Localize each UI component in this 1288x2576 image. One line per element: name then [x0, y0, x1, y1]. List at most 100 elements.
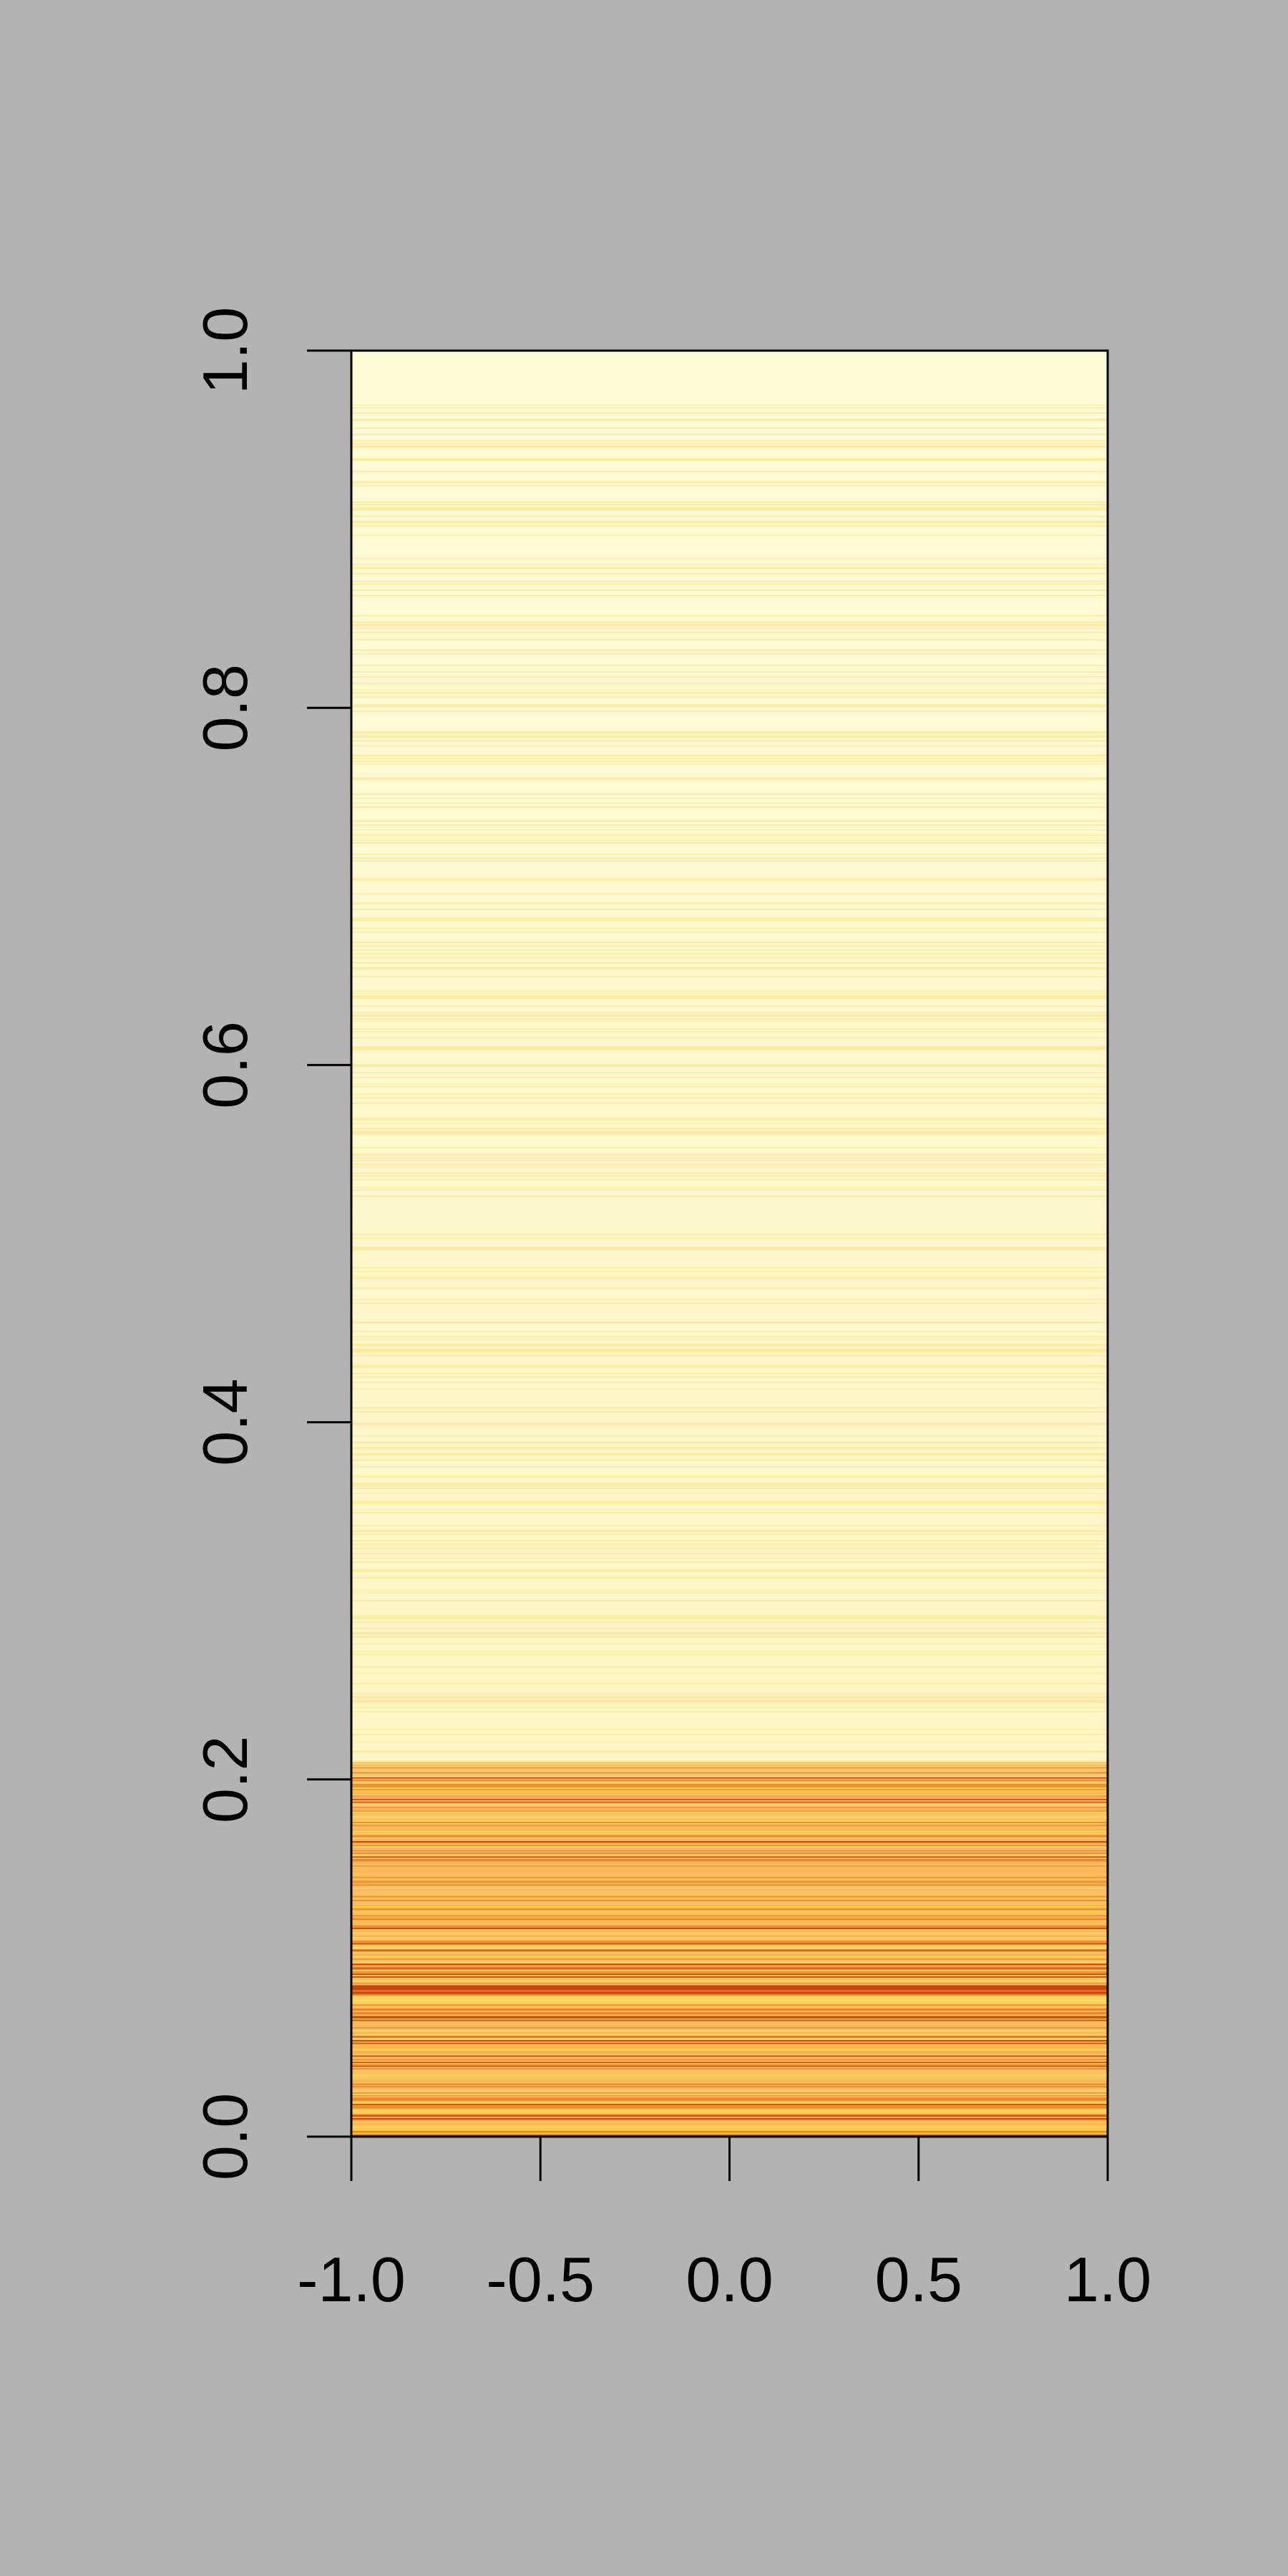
heatmap-cell [351, 1778, 1108, 1780]
heatmap-cell [351, 1724, 1108, 1727]
heatmap-cell [351, 2088, 1108, 2090]
heatmap-cell [351, 1679, 1108, 1682]
heatmap-cell [351, 1192, 1108, 1195]
heatmap-cell [351, 1339, 1108, 1342]
heatmap-cell [351, 1867, 1108, 1870]
heatmap-cell [351, 1343, 1108, 1345]
heatmap-cell [351, 1030, 1108, 1033]
heatmap-cell [351, 1216, 1108, 1219]
heatmap-cell [351, 1663, 1108, 1665]
heatmap-cell [351, 765, 1108, 767]
heatmap-cell [351, 1311, 1108, 1313]
heatmap-cell [351, 1312, 1108, 1314]
heatmap-cell [351, 1179, 1108, 1181]
heatmap-cell [351, 467, 1108, 469]
heatmap-cell [351, 1284, 1108, 1287]
heatmap-cell [351, 501, 1108, 503]
heatmap-cell [351, 475, 1108, 478]
heatmap-cell [351, 1694, 1108, 1696]
heatmap-cell [351, 2061, 1108, 2064]
heatmap-cell [351, 1261, 1108, 1264]
heatmap-cell [351, 798, 1108, 801]
heatmap-cell [351, 1231, 1108, 1233]
heatmap-cell [351, 1672, 1108, 1674]
heatmap-cell [351, 1533, 1108, 1536]
heatmap-cell [351, 1912, 1108, 1914]
heatmap-cell [351, 1461, 1108, 1464]
heatmap-cell [351, 1213, 1108, 1215]
heatmap-cell [351, 1966, 1108, 1969]
heatmap-cell [351, 1138, 1108, 1141]
heatmap-cell [351, 394, 1108, 396]
heatmap-cell [351, 522, 1108, 525]
heatmap-cell [351, 1611, 1108, 1613]
heatmap-cell [351, 1868, 1108, 1870]
heatmap-cell [351, 1928, 1108, 1931]
heatmap-cell [351, 1407, 1108, 1409]
heatmap-cell [351, 399, 1108, 401]
heatmap-cell [351, 879, 1108, 881]
heatmap-cell [351, 874, 1108, 877]
heatmap-cell [351, 1862, 1108, 1865]
heatmap-cell [351, 1334, 1108, 1336]
heatmap-cell [351, 1287, 1108, 1289]
heatmap-cell [351, 1625, 1108, 1627]
heatmap-cell [351, 1104, 1108, 1107]
heatmap-cell [351, 1549, 1108, 1552]
heatmap-cell [351, 1239, 1108, 1242]
heatmap-cell [351, 1045, 1108, 1048]
heatmap-cell [351, 2019, 1108, 2021]
heatmap-cell [351, 791, 1108, 794]
heatmap-cell [351, 969, 1108, 972]
heatmap-cell [351, 1560, 1108, 1562]
heatmap-cell [351, 1350, 1108, 1353]
heatmap-cell [351, 1816, 1108, 1818]
heatmap-cell [351, 1978, 1108, 1981]
heatmap-cell [351, 716, 1108, 719]
heatmap-cell [351, 1492, 1108, 1495]
heatmap-cell [351, 1141, 1108, 1143]
heatmap-cell [351, 1032, 1108, 1034]
heatmap-cell [351, 688, 1108, 691]
heatmap-cell [351, 1747, 1108, 1750]
heatmap-cell [351, 1396, 1108, 1399]
heatmap-cell [351, 1717, 1108, 1719]
heatmap-cell [351, 2080, 1108, 2082]
heatmap-cell [351, 2093, 1108, 2095]
heatmap-cell [351, 2112, 1108, 2114]
heatmap-cell [351, 1811, 1108, 1813]
heatmap-cell [351, 529, 1108, 531]
heatmap-cell [351, 362, 1108, 364]
heatmap-cell [351, 1118, 1108, 1121]
heatmap-cell [351, 1858, 1108, 1860]
heatmap-cell [351, 775, 1108, 778]
heatmap-cell [351, 379, 1108, 381]
heatmap-cell [351, 1667, 1108, 1669]
heatmap-cell [351, 404, 1108, 406]
heatmap-cell [351, 1048, 1108, 1050]
heatmap-cell [351, 506, 1108, 508]
heatmap-cell [351, 1898, 1108, 1900]
heatmap-cell [351, 2051, 1108, 2053]
heatmap-cell [351, 708, 1108, 710]
heatmap-cell [351, 985, 1108, 988]
heatmap-cell [351, 612, 1108, 614]
heatmap-cell [351, 892, 1108, 895]
heatmap-cell [351, 1107, 1108, 1109]
heatmap-cell [351, 703, 1108, 705]
heatmap-cell [351, 1345, 1108, 1348]
heatmap-cell [351, 1038, 1108, 1040]
heatmap-cell [351, 760, 1108, 762]
heatmap-cell [351, 992, 1108, 995]
heatmap-cell [351, 1091, 1108, 1093]
heatmap-stripes [351, 351, 1108, 2137]
heatmap-cell [351, 1519, 1108, 1521]
heatmap-cell [351, 1050, 1108, 1052]
heatmap-cell [351, 416, 1108, 419]
heatmap-cell [351, 1479, 1108, 1482]
heatmap-cell [351, 1337, 1108, 1340]
heatmap-cell [351, 1397, 1108, 1400]
heatmap-cell [351, 542, 1108, 544]
heatmap-cell [351, 1321, 1108, 1324]
heatmap-cell [351, 556, 1108, 558]
